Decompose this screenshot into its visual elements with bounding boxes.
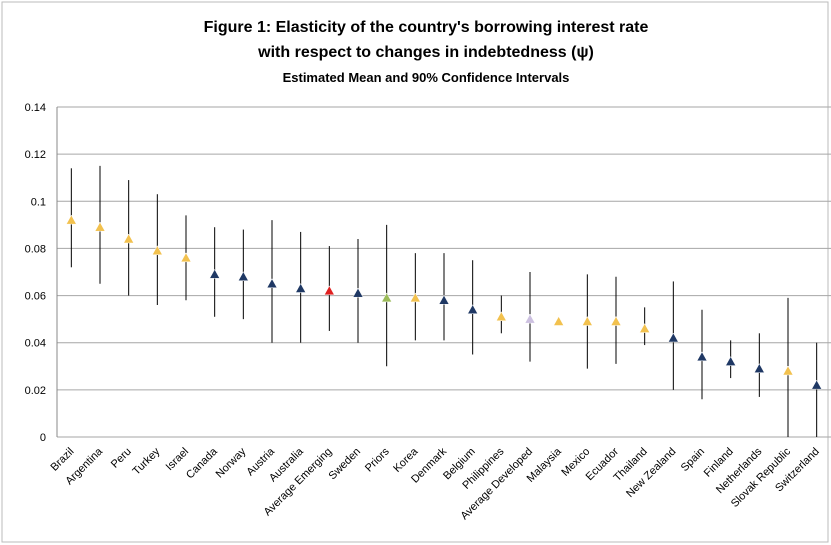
y-tick-label: 0.06 <box>25 291 46 303</box>
mean-marker <box>266 278 278 289</box>
chart-title: with respect to changes in indebtedness … <box>257 44 594 61</box>
mean-marker <box>553 315 565 326</box>
y-tick-label: 0.04 <box>25 338 46 350</box>
mean-marker <box>381 292 393 303</box>
mean-marker <box>667 332 679 343</box>
mean-marker <box>639 323 651 333</box>
mean-marker <box>295 282 307 293</box>
y-tick-label: 0 <box>40 432 46 444</box>
y-tick-label: 0.12 <box>25 149 46 161</box>
mean-marker <box>811 379 823 390</box>
mean-marker <box>94 221 106 232</box>
mean-marker <box>151 245 163 256</box>
mean-marker <box>209 268 221 279</box>
mean-marker <box>323 285 335 296</box>
mean-marker <box>409 292 421 303</box>
chart-title: Figure 1: Elasticity of the country's bo… <box>204 19 649 36</box>
y-tick-label: 0.1 <box>31 196 46 208</box>
mean-marker <box>725 356 737 366</box>
mean-marker <box>438 294 450 305</box>
mean-marker <box>65 214 77 225</box>
mean-marker <box>180 252 192 263</box>
y-tick-label: 0.08 <box>25 243 46 255</box>
chart-subtitle: Estimated Mean and 90% Confidence Interv… <box>283 70 570 85</box>
mean-marker <box>123 233 135 244</box>
mean-marker <box>495 311 507 322</box>
mean-marker <box>696 351 708 362</box>
y-tick-label: 0.02 <box>25 385 46 397</box>
mean-marker <box>352 287 364 298</box>
mean-marker <box>524 313 536 324</box>
mean-marker <box>753 363 765 373</box>
y-tick-label: 0.14 <box>25 102 46 114</box>
mean-marker <box>467 304 479 314</box>
mean-marker <box>610 315 622 326</box>
mean-marker <box>581 315 593 326</box>
mean-marker <box>237 271 249 281</box>
mean-marker <box>782 365 794 376</box>
